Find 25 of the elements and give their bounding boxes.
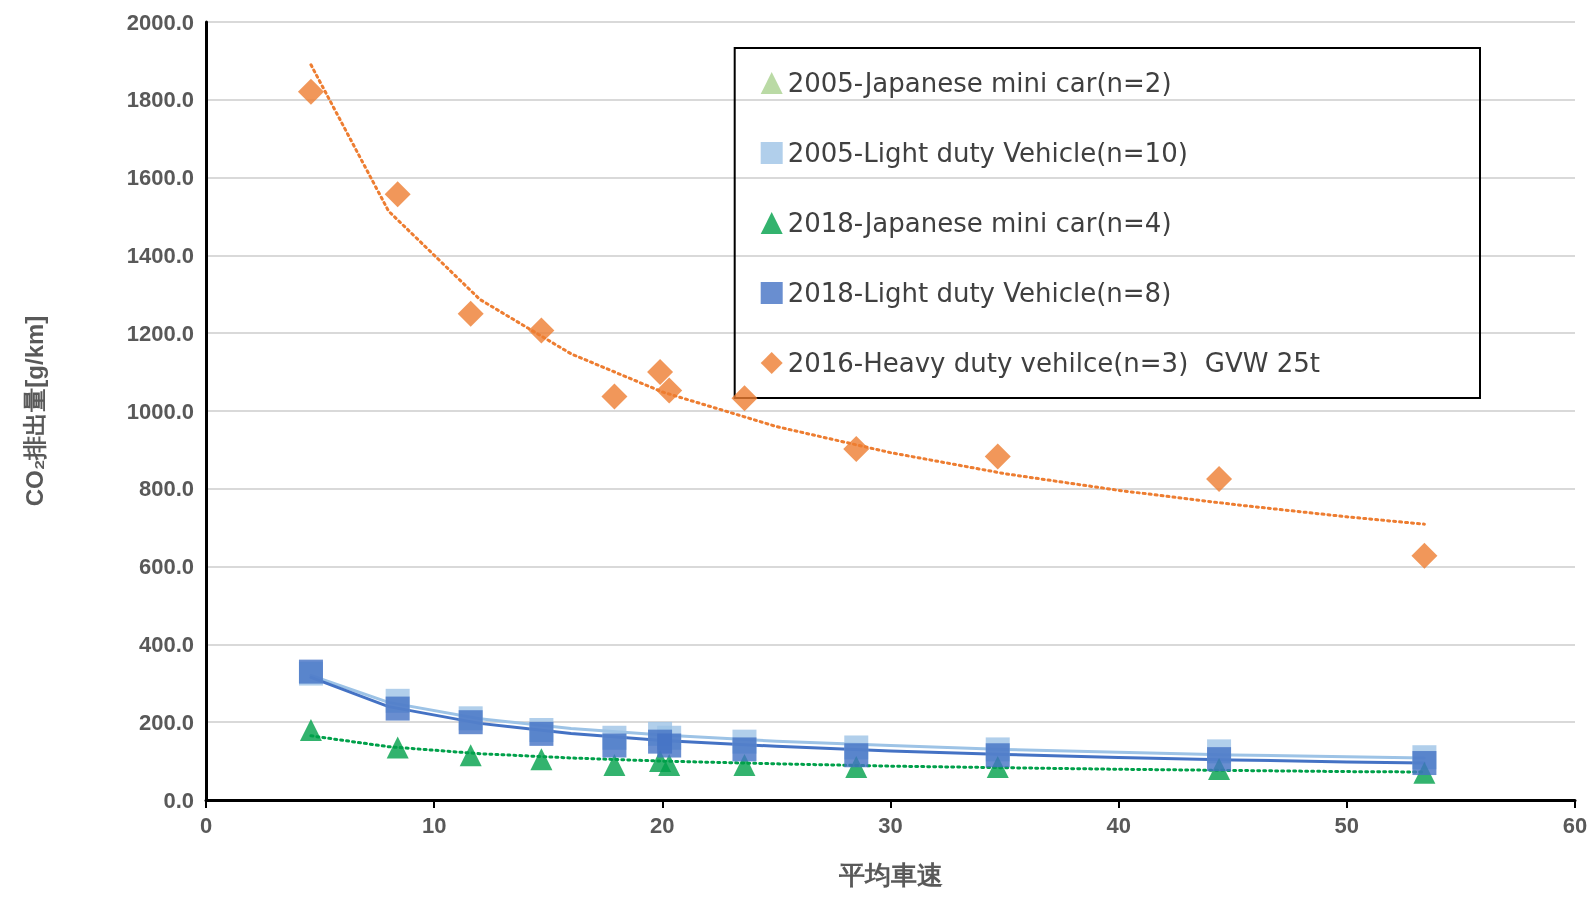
y-tick-label: 1600.0	[126, 165, 194, 191]
x-tick-label: 0	[199, 812, 213, 838]
y-tick-label: 0.0	[163, 787, 194, 813]
legend-label: 2018-Light duty Vehicle(n=8)	[787, 278, 1172, 308]
x-tick-label: 30	[878, 812, 903, 838]
y-tick-label: 2000.0	[126, 9, 194, 35]
x-axis-title: 平均車速	[837, 860, 943, 890]
y-tick-label: 200.0	[138, 709, 194, 735]
y-tick-label: 600.0	[138, 554, 194, 580]
y-tick-label: 1000.0	[126, 398, 194, 424]
legend-label: 2018-Japanese mini car(n=4)	[787, 208, 1172, 238]
y-tick-label: 1800.0	[126, 87, 194, 113]
x-tick-label: 10	[421, 812, 447, 838]
y-axis-title: CO₂排出量[g/km]	[20, 315, 48, 507]
y-tick-label: 1400.0	[126, 242, 194, 268]
legend-label: 2005-Light duty Vehicle(n=10)	[787, 138, 1188, 168]
y-tick-label: 800.0	[138, 476, 194, 502]
x-tick-label: 40	[1106, 812, 1131, 838]
x-tick-label: 60	[1562, 812, 1588, 838]
y-tick-label: 400.0	[138, 631, 194, 657]
x-tick-label: 20	[650, 812, 675, 838]
legend-label: 2005-Japanese mini car(n=2)	[787, 68, 1172, 98]
x-tick-label: 50	[1334, 812, 1360, 838]
legend-label: 2016-Heavy duty vehilce(n=3) GVW 25t	[787, 348, 1321, 378]
y-tick-label: 1200.0	[126, 320, 194, 346]
